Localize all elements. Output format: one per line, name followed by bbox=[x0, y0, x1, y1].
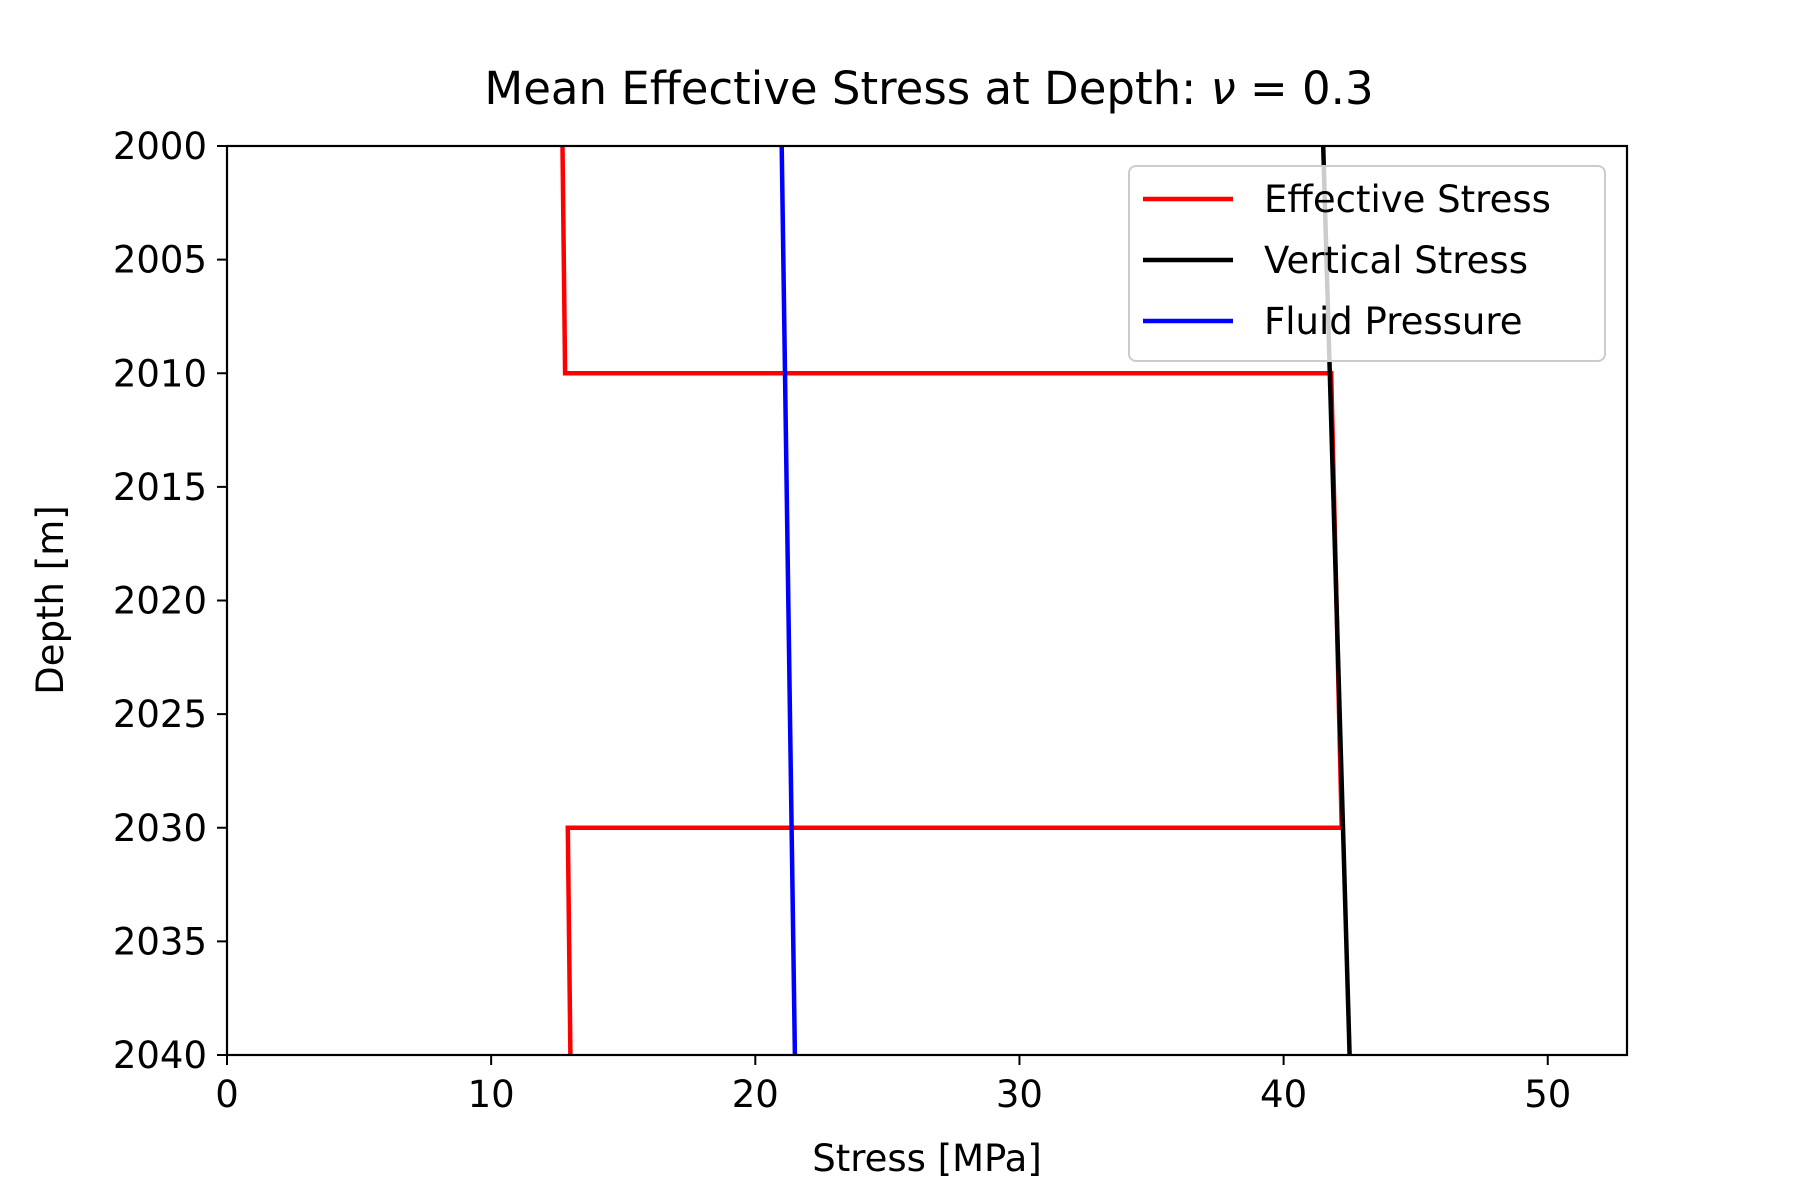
x-tick-label: 40 bbox=[1260, 1073, 1307, 1116]
legend-box bbox=[1128, 165, 1606, 362]
y-tick-label: 2005 bbox=[113, 239, 207, 282]
y-axis: 2000 2005 2010 2015 2020 2025 2030 2035 2040 bbox=[113, 125, 227, 1077]
legend-label: Effective Stress bbox=[1264, 178, 1551, 221]
series-line-fluid-pressure bbox=[779, 145, 798, 1056]
x-axis: 0 10 20 30 40 50 bbox=[215, 1055, 1571, 1116]
y-tick-label: 2020 bbox=[113, 580, 207, 623]
y-tick-label: 2035 bbox=[113, 920, 207, 963]
y-tick-label: 2040 bbox=[113, 1034, 207, 1077]
y-tick-label: 2010 bbox=[113, 352, 207, 395]
legend-label: Fluid Pressure bbox=[1264, 300, 1523, 343]
x-tick-label: 20 bbox=[732, 1073, 779, 1116]
y-tick-label: 2000 bbox=[113, 125, 207, 168]
y-tick-label: 2025 bbox=[113, 693, 207, 736]
x-tick-label: 10 bbox=[468, 1073, 515, 1116]
x-tick-label: 0 bbox=[215, 1073, 239, 1116]
legend-label: Vertical Stress bbox=[1264, 239, 1528, 282]
chart-title: Mean Effective Stress at Depth: ν = 0.3 bbox=[484, 62, 1373, 115]
y-tick-label: 2030 bbox=[113, 807, 207, 850]
x-axis-label: Stress [MPa] bbox=[812, 1137, 1042, 1180]
legend: Effective Stress Vertical Stress Fluid Pre… bbox=[1128, 165, 1606, 362]
y-tick-label: 2015 bbox=[113, 466, 207, 509]
x-tick-label: 30 bbox=[996, 1073, 1043, 1116]
y-axis-label: Depth [m] bbox=[29, 505, 72, 694]
x-tick-label: 50 bbox=[1524, 1073, 1571, 1116]
